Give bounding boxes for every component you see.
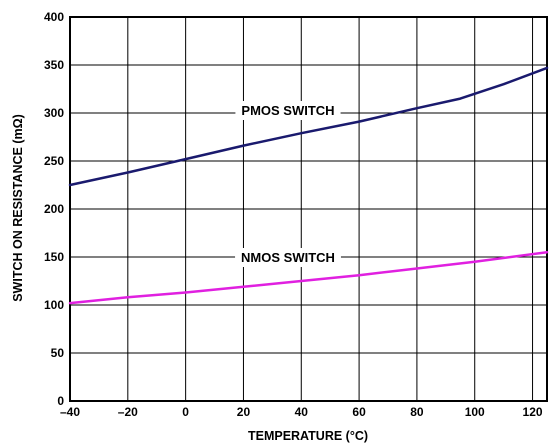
y-tick-label: 350 (44, 58, 64, 72)
nmos-label-background (235, 248, 341, 267)
x-axis-title: TEMPERATURE (°C) (248, 429, 368, 443)
series-line-pmos (68, 66, 549, 187)
series-lines (68, 66, 549, 305)
pmos-label-background (235, 101, 341, 120)
x-tick-label: 80 (410, 405, 424, 419)
x-tick-label: 0 (182, 405, 189, 419)
x-tick-label: 40 (295, 405, 309, 419)
x-tick-label: 100 (465, 405, 485, 419)
x-tick-label: 60 (352, 405, 366, 419)
series-line-nmos (68, 250, 549, 305)
x-tick-label: –20 (118, 405, 138, 419)
y-axis-title: SWITCH ON RESISTANCE (mΩ) (11, 114, 25, 302)
y-tick-labels: 0 50 100 150 200 250 300 350 400 (44, 10, 64, 408)
x-tick-label: 20 (237, 405, 251, 419)
y-tick-label: 50 (51, 346, 65, 360)
grid-lines (70, 17, 547, 401)
y-tick-label: 100 (44, 298, 64, 312)
plot-border (69, 16, 548, 402)
y-tick-label: 150 (44, 250, 64, 264)
pmos-series-label: PMOS SWITCH (241, 103, 334, 118)
y-tick-label: 200 (44, 202, 64, 216)
x-tick-label: 120 (523, 405, 543, 419)
y-tick-label: 0 (57, 394, 64, 408)
y-tick-label: 400 (44, 10, 64, 24)
y-tick-label: 300 (44, 106, 64, 120)
x-tick-labels: –40 –20 0 20 40 60 80 100 120 (60, 405, 543, 419)
nmos-series-label: NMOS SWITCH (241, 250, 335, 265)
x-tick-label: –40 (60, 405, 80, 419)
y-tick-label: 250 (44, 154, 64, 168)
